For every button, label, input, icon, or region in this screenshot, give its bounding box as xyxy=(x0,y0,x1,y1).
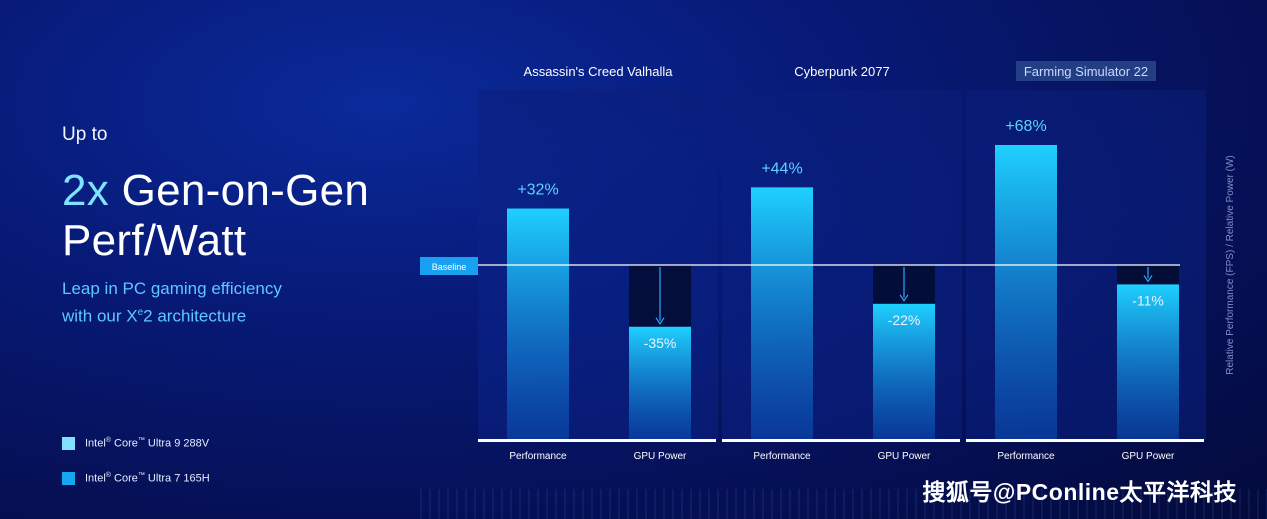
bar-performance-fs22 xyxy=(995,144,1057,441)
subtitle-line2-post: 2 architecture xyxy=(143,306,247,326)
decorative-dot-band xyxy=(420,489,1267,519)
power-arrow-head-fs22 xyxy=(1143,275,1153,283)
x-tick-label-performance-cp2077: Performance xyxy=(753,451,811,462)
baseline-tag xyxy=(420,257,478,275)
legend-swatch-288v xyxy=(62,437,75,450)
legend-item-288v: Intel® Core™ Ultra 9 288V xyxy=(62,437,209,450)
subtitle-line1: Leap in PC gaming efficiency xyxy=(62,279,282,298)
data-label-gpu-power-cp2077: -22% xyxy=(888,312,921,328)
legend-label-288v: Intel® Core™ Ultra 9 288V xyxy=(85,437,210,450)
power-arrow-head-acv xyxy=(655,317,665,325)
legend-label-165h: Intel® Core™ Ultra 7 165H xyxy=(85,472,210,485)
subtitle-line2-pre: with our X xyxy=(62,306,138,326)
headline-line1: Gen-on-Gen xyxy=(109,166,370,215)
subtitle: Leap in PC gaming efficiency with our Xe… xyxy=(62,277,282,329)
x-tick-label-performance-acv: Performance xyxy=(509,451,567,462)
watermark: 搜狐号@PConline太平洋科技 xyxy=(922,479,1237,505)
group-title-acv: Assassin's Creed Valhalla xyxy=(524,64,674,79)
bar-performance-cp2077 xyxy=(751,187,813,440)
x-axis-cp2077 xyxy=(722,439,960,442)
title-highlight-fs22 xyxy=(1016,61,1156,81)
data-label-gpu-power-fs22: -11% xyxy=(1132,292,1164,308)
power-arrow-head-cp2077 xyxy=(899,294,909,302)
subtitle-sup: e xyxy=(137,307,144,318)
legend-item-165h: Intel® Core™ Ultra 7 165H xyxy=(62,472,210,485)
y-axis-label: Relative Performance (FPS) / Relative Po… xyxy=(1225,155,1236,375)
data-label-performance-acv: +32% xyxy=(517,182,558,199)
bar-gpu-power-fs22 xyxy=(1117,284,1179,440)
legend-swatch-165h xyxy=(62,472,75,485)
x-axis-fs22 xyxy=(966,439,1204,442)
x-tick-label-performance-fs22: Performance xyxy=(997,451,1055,462)
group-title-cp2077: Cyberpunk 2077 xyxy=(794,64,889,79)
x-tick-label-gpu-power-cp2077: GPU Power xyxy=(878,451,931,462)
x-axis-acv xyxy=(478,439,716,442)
headline-line2: Perf/Watt xyxy=(62,216,247,265)
group-title-fs22: Farming Simulator 22 xyxy=(1024,64,1148,79)
data-label-performance-fs22: +68% xyxy=(1005,118,1046,135)
bar-performance-acv xyxy=(507,208,569,440)
data-label-performance-cp2077: +44% xyxy=(761,160,802,177)
x-tick-label-gpu-power-acv: GPU Power xyxy=(634,451,687,462)
baseline-label: Baseline xyxy=(432,262,467,272)
bar-gpu-power-cp2077 xyxy=(873,303,935,440)
bar-gpu-power-acv xyxy=(629,326,691,440)
headline-title: 2x Gen-on-Gen Perf/Watt xyxy=(62,166,369,266)
x-tick-label-gpu-power-fs22: GPU Power xyxy=(1122,451,1175,462)
up-to-text: Up to xyxy=(62,124,108,145)
data-label-gpu-power-acv: -35% xyxy=(644,335,677,351)
headline-highlight: 2x xyxy=(62,166,110,215)
